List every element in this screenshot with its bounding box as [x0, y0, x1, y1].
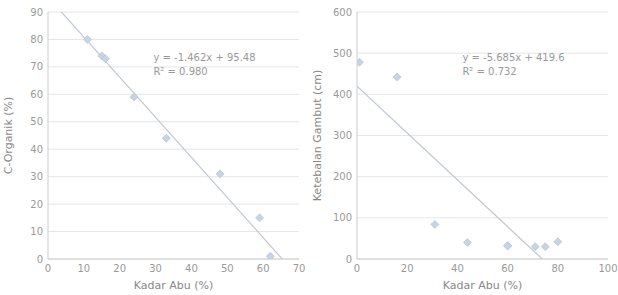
scatter-point [463, 239, 471, 247]
x-tick-label: 60 [257, 263, 270, 274]
scatter-point [101, 55, 109, 63]
x-tick-label: 80 [551, 263, 564, 274]
grid-line [357, 12, 608, 13]
grid-line [357, 135, 608, 136]
grid-line [48, 149, 299, 150]
grid-line [48, 94, 299, 95]
y-tick-label: 10 [30, 226, 43, 237]
y-tick-label: 600 [333, 7, 352, 18]
scatter-point [216, 170, 224, 178]
grid-line [357, 176, 608, 177]
x-tick-label: 20 [401, 263, 414, 274]
grid-line [48, 176, 299, 177]
x-tick-label: 20 [113, 263, 126, 274]
x-axis-label: Kadar Abu (%) [134, 279, 214, 292]
equation: y = -1.462x + 95.48 [153, 52, 255, 63]
grid-line [48, 259, 299, 260]
grid-line [48, 12, 299, 13]
panel: 0 100 200 300 400 500 600 0 20 40 60 80 100 Kadar Abu… [311, 7, 618, 295]
trend-line [48, 12, 299, 259]
y-tick-label: 50 [30, 116, 43, 127]
panel: 0 10 20 30 40 50 60 70 80 90 0 10 20 30 40 50 60 70 Kadar … [2, 0, 305, 292]
scatter-point [554, 238, 562, 246]
grid-line [357, 217, 608, 218]
y-axis-line [48, 12, 49, 259]
x-tick-label: 0 [354, 263, 360, 274]
y-axis-label: Ketebalan Gambut (cm) [311, 70, 324, 202]
x-tick-label: 50 [221, 263, 234, 274]
x-tick-label: 0 [45, 263, 51, 274]
grid-line [48, 231, 299, 232]
y-tick-label: 0 [37, 254, 43, 265]
y-tick-label: 80 [30, 34, 43, 45]
y-tick-label: 40 [30, 144, 43, 155]
grid-line [48, 121, 299, 122]
x-tick-label: 60 [501, 263, 514, 274]
r-squared: R² = 0.732 [462, 66, 516, 77]
y-tick-label: 400 [333, 89, 352, 100]
x-tick-label: 40 [185, 263, 198, 274]
scatter-point [256, 214, 264, 222]
grid-line [357, 259, 608, 260]
scatter-point [431, 220, 439, 228]
y-axis-line [357, 12, 358, 259]
y-axis-label: C-Organik (%) [2, 97, 15, 175]
r-squared: R² = 0.980 [153, 66, 207, 77]
x-tick-label: 30 [149, 263, 162, 274]
trend-line [357, 86, 608, 259]
y-tick-label: 0 [346, 254, 352, 265]
scatter-point [393, 73, 401, 81]
x-tick-label: 40 [451, 263, 464, 274]
x-axis-line [357, 259, 608, 260]
y-tick-label: 60 [30, 89, 43, 100]
y-tick-label: 300 [333, 130, 352, 141]
equation: y = -5.685x + 419.6 [462, 52, 564, 63]
x-tick-label: 10 [77, 263, 90, 274]
scatter-point [83, 35, 91, 43]
scatter-point [504, 242, 512, 250]
grid-line [357, 94, 608, 95]
y-tick-label: 70 [30, 61, 43, 72]
x-axis-line [48, 259, 299, 260]
plot-area [48, 12, 299, 259]
x-tick-label: 100 [598, 263, 617, 274]
scatter-point [266, 252, 274, 259]
scatter-point [504, 242, 512, 250]
y-tick-label: 20 [30, 199, 43, 210]
scatter-point [541, 243, 549, 251]
plot-area [357, 58, 608, 259]
y-tick-label: 90 [30, 7, 43, 18]
grid-line [48, 204, 299, 205]
y-tick-label: 500 [333, 48, 352, 59]
scatter-point [357, 58, 364, 66]
y-tick-label: 30 [30, 171, 43, 182]
x-axis-label: Kadar Abu (%) [443, 279, 523, 292]
scatter-point [162, 134, 170, 142]
x-tick-label: 70 [293, 263, 306, 274]
y-tick-label: 100 [333, 212, 352, 223]
figure: 0 10 20 30 40 50 60 70 80 90 0 10 20 30 40 50 60 70 Kadar … [0, 0, 618, 295]
y-tick-label: 200 [333, 171, 352, 182]
scatter-point [130, 93, 138, 101]
scatter-point [531, 243, 539, 251]
